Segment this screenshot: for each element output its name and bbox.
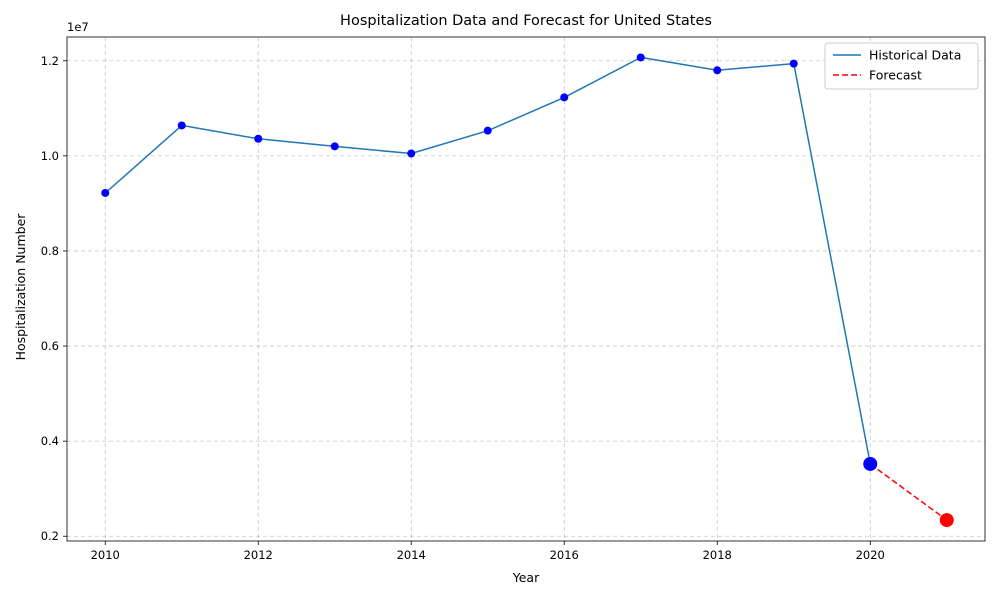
data-point xyxy=(254,134,263,143)
marker-layer xyxy=(101,53,954,528)
legend-box xyxy=(824,42,979,90)
data-point xyxy=(483,126,492,135)
plot-frame xyxy=(66,36,986,542)
data-point xyxy=(560,93,569,102)
data-point xyxy=(713,66,722,75)
y-axis-offset-label: 1e7 xyxy=(67,20,89,34)
data-point xyxy=(407,149,416,158)
y-tick-label: 0.4 xyxy=(41,434,59,448)
x-axis-label: Year xyxy=(512,570,540,585)
highlight-data-point xyxy=(939,513,954,528)
x-tick-label: 2010 xyxy=(91,548,120,562)
data-point xyxy=(636,53,645,62)
legend-label-historical: Historical Data xyxy=(869,48,961,63)
y-tick-label: 0.6 xyxy=(41,339,59,353)
x-tick-label: 2020 xyxy=(856,548,885,562)
y-tick-label: 1.0 xyxy=(41,149,59,163)
data-point xyxy=(330,142,339,151)
x-tick-label: 2018 xyxy=(703,548,732,562)
tick-layer: 2010 2012 2014 2016 2018 2020 0.2 0.4 0.6 0.8 1.0 1… xyxy=(41,54,885,562)
legend: Historical Data Forecast xyxy=(824,42,979,90)
x-tick-label: 2016 xyxy=(550,548,579,562)
data-point xyxy=(101,188,110,197)
chart-title: Hospitalization Data and Forecast for Un… xyxy=(340,13,712,29)
y-axis-label: Hospitalization Number xyxy=(13,213,28,361)
y-tick-label: 1.2 xyxy=(41,54,59,68)
legend-label-forecast: Forecast xyxy=(869,68,922,83)
y-tick-label: 0.2 xyxy=(41,529,59,543)
highlight-data-point xyxy=(863,456,878,471)
series-line-forecast xyxy=(869,463,948,521)
data-point xyxy=(177,121,186,130)
data-point xyxy=(789,59,798,68)
x-tick-label: 2014 xyxy=(397,548,426,562)
x-tick-label: 2012 xyxy=(244,548,273,562)
y-tick-label: 0.8 xyxy=(41,244,59,258)
